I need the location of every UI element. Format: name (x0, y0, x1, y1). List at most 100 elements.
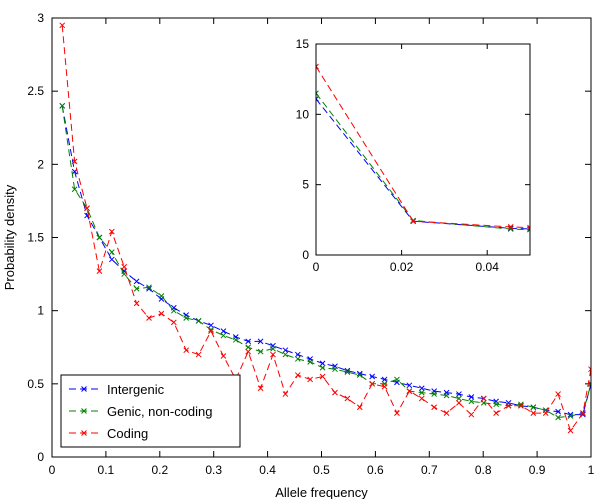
main-x-tick-label: 0.5 (313, 463, 330, 477)
main-data-point (381, 383, 388, 390)
main-data-point (294, 351, 301, 358)
legend-label: Genic, non-coding (107, 404, 213, 419)
main-x-tick-label: 0.7 (421, 463, 438, 477)
inset-y-tick-label: 15 (296, 37, 310, 51)
inset-y-tick-label: 0 (302, 248, 309, 262)
main-data-point (431, 404, 438, 411)
inset-y-tick-label: 10 (296, 107, 310, 121)
main-data-point (270, 351, 276, 358)
main-data-point (245, 348, 252, 355)
main-data-point (121, 263, 128, 270)
legend-swatch-marker (81, 386, 87, 392)
main-data-point (96, 268, 103, 275)
legend-label: Intergenic (107, 382, 165, 397)
main-x-tick-label: 0.8 (475, 463, 492, 477)
main-data-point (195, 351, 202, 358)
main-data-point (96, 234, 103, 241)
main-axes-frame (51, 17, 592, 458)
inset-data-point (316, 90, 319, 97)
main-data-point (245, 338, 252, 345)
main-data-point (356, 372, 363, 378)
main-y-tick-label: 2.5 (27, 84, 44, 98)
main-data-point (555, 414, 561, 421)
main-data-point (580, 410, 586, 416)
main-data-point (468, 394, 475, 400)
main-data-point (369, 373, 376, 380)
main-data-point (555, 391, 561, 397)
main-data-point (294, 372, 301, 378)
main-data-point (307, 376, 314, 383)
main-data-point (294, 356, 301, 362)
inset-x-tick-label: 0.02 (390, 260, 414, 274)
main-data-point (480, 395, 487, 402)
main-data-point (493, 410, 499, 416)
main-data-point (431, 391, 438, 397)
main-data-point (567, 427, 574, 434)
main-data-point (257, 338, 264, 345)
main-data-point (84, 205, 90, 212)
main-data-point (170, 319, 177, 326)
main-data-point (108, 228, 115, 235)
main-data-point (183, 347, 190, 354)
main-x-tick-label: 0.4 (259, 463, 276, 477)
legend-label: Coding (107, 426, 148, 441)
main-data-point (530, 410, 537, 416)
main-y-tick-label: 1 (37, 304, 44, 318)
main-data-point (133, 300, 140, 307)
main-data-point (530, 404, 537, 411)
main-x-tick-label: 0.6 (367, 463, 384, 477)
main-data-point (356, 404, 363, 411)
main-data-point (567, 413, 574, 419)
main-data-point (84, 212, 90, 219)
legend-box (60, 374, 241, 448)
main-y-tick-label: 2 (37, 157, 44, 171)
main-data-point (220, 353, 227, 359)
main-data-point (307, 359, 314, 365)
inset-data-point (507, 224, 514, 230)
main-data-point (505, 402, 512, 409)
inset-series-line (316, 98, 530, 230)
main-data-point (71, 158, 78, 165)
inset-series-coding (316, 63, 530, 231)
inset-axes-frame (315, 43, 531, 256)
main-data-point (588, 380, 591, 387)
main-data-point (555, 408, 561, 415)
main-data-point (208, 328, 214, 335)
main-series-line (61, 105, 591, 419)
main-data-point (356, 370, 363, 377)
main-data-point (71, 168, 78, 175)
inset-data-point (507, 226, 514, 232)
main-data-point (381, 376, 388, 383)
main-data-point (456, 400, 462, 406)
main-data-point (418, 395, 425, 402)
main-x-tick-label: 0.1 (98, 463, 115, 477)
main-data-point (257, 385, 264, 392)
main-data-point (344, 369, 351, 375)
legend: Intergenic Genic, non-coding Coding (60, 374, 241, 448)
main-data-point (133, 278, 140, 285)
main-data-point (59, 102, 66, 109)
main-data-point (394, 376, 400, 383)
main-data-point (108, 249, 115, 255)
main-x-tick-label: 0.3 (205, 463, 222, 477)
main-y-axis-label: Probability density (2, 184, 17, 290)
legend-swatch-marker (81, 408, 87, 414)
main-data-point (220, 328, 227, 335)
main-data-point (588, 366, 591, 373)
inset-series-line (316, 92, 530, 231)
main-data-point (270, 345, 276, 352)
main-y-tick-label: 3 (37, 11, 44, 25)
main-data-point (493, 401, 499, 408)
main-data-point (468, 398, 475, 405)
main-data-point (133, 285, 140, 292)
inset-x-tick-label: 0.04 (476, 260, 500, 274)
main-x-axis-label: Allele frequency (275, 485, 368, 499)
main-data-point (406, 382, 413, 389)
main-data-point (208, 322, 214, 329)
main-data-point (245, 344, 252, 351)
main-data-point (344, 395, 351, 402)
main-data-point (332, 366, 338, 373)
main-y-tick-label: 0.5 (27, 377, 44, 391)
main-x-tick-label: 0 (49, 463, 56, 477)
